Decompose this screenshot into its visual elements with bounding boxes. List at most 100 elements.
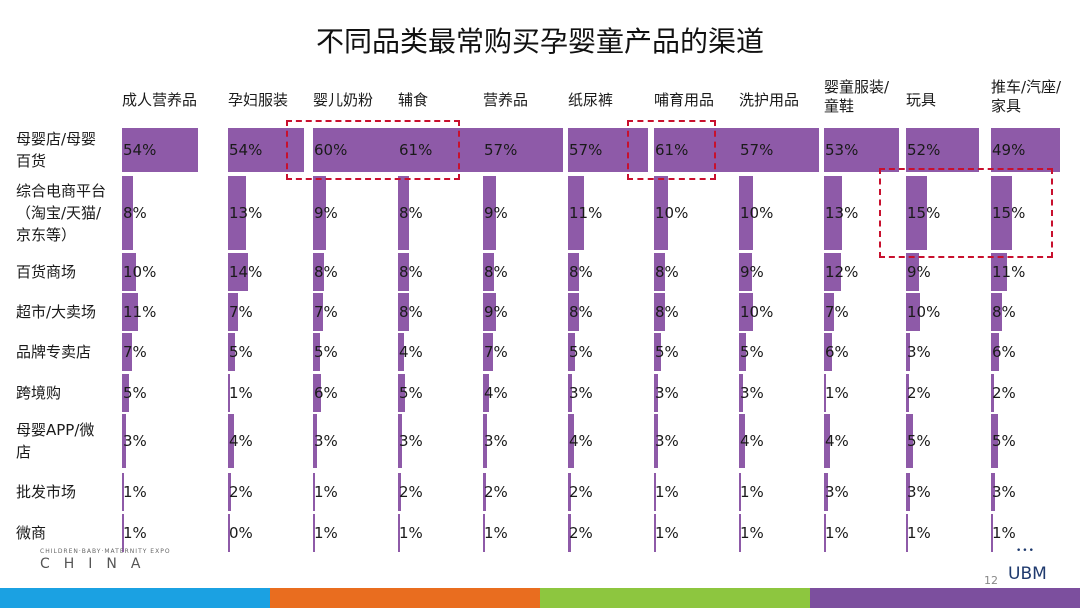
data-label: 1% xyxy=(655,524,679,542)
data-bar xyxy=(991,374,994,412)
data-bar xyxy=(483,414,488,468)
data-bar xyxy=(906,414,914,468)
data-bar xyxy=(654,253,666,291)
data-bar xyxy=(313,473,315,511)
row-header-line: 母婴APP/微 xyxy=(16,421,95,439)
data-label: 5% xyxy=(907,432,931,450)
data-bar xyxy=(483,128,564,172)
data-label: 7% xyxy=(314,303,338,321)
data-bar xyxy=(228,128,305,172)
footer-band-purple xyxy=(810,588,1080,608)
row-header: 综合电商平台 （淘宝/天猫/京东等） xyxy=(16,180,106,246)
row-header-line: 超市/大卖场 xyxy=(16,303,97,321)
data-bar xyxy=(483,374,489,412)
column-header-line: 哺育用品 xyxy=(654,91,715,109)
data-bar xyxy=(398,293,410,331)
column-header: 辅食 xyxy=(398,91,428,110)
row-header-line: 跨境购 xyxy=(16,384,62,402)
data-bar xyxy=(568,176,584,250)
data-bar xyxy=(906,293,921,331)
data-bar xyxy=(122,253,137,291)
data-label: 57% xyxy=(740,141,774,159)
page-number: 12 xyxy=(984,574,998,587)
expo-logo-subtitle: CHILDREN·BABY·MATERNITY EXPO xyxy=(40,548,171,555)
row-header-line: 综合电商平台 xyxy=(16,182,107,200)
data-label: 3% xyxy=(907,483,931,501)
data-bar xyxy=(568,128,649,172)
data-bar xyxy=(991,253,1007,291)
data-label: 8% xyxy=(123,204,147,222)
data-bar xyxy=(228,293,238,331)
data-label: 12% xyxy=(825,263,859,281)
data-bar xyxy=(824,293,834,331)
data-bar xyxy=(739,293,754,331)
data-label: 57% xyxy=(484,141,518,159)
data-bar xyxy=(122,414,127,468)
data-label: 8% xyxy=(992,303,1016,321)
data-label: 54% xyxy=(229,141,263,159)
data-label: 15% xyxy=(907,204,941,222)
data-label: 2% xyxy=(569,524,593,542)
data-label: 8% xyxy=(399,303,423,321)
data-label: 11% xyxy=(123,303,157,321)
row-header: 跨境购 xyxy=(16,382,61,404)
data-bar xyxy=(991,333,1000,371)
data-bar xyxy=(906,374,909,412)
data-label: 5% xyxy=(740,343,764,361)
data-bar xyxy=(398,414,403,468)
data-bar xyxy=(313,176,326,250)
data-bar xyxy=(991,293,1003,331)
column-header-line: 婴儿奶粉 xyxy=(313,91,374,109)
column-header-line: 营养品 xyxy=(483,91,529,109)
footer-color-band xyxy=(0,588,1080,608)
data-label: 8% xyxy=(399,263,423,281)
data-bar xyxy=(654,176,669,250)
column-header: 婴儿奶粉 xyxy=(313,91,373,110)
data-label: 7% xyxy=(484,343,508,361)
data-label: 3% xyxy=(569,384,593,402)
data-bar xyxy=(824,253,841,291)
data-bar xyxy=(313,128,398,172)
data-label: 3% xyxy=(655,432,679,450)
data-label: 3% xyxy=(740,384,764,402)
data-bar xyxy=(483,333,493,371)
data-label: 4% xyxy=(825,432,849,450)
data-bar xyxy=(568,374,573,412)
data-bar xyxy=(313,514,315,552)
data-bar xyxy=(122,293,138,331)
data-bar xyxy=(991,176,1013,250)
highlight-box xyxy=(627,120,716,180)
data-label: 1% xyxy=(314,483,338,501)
data-label: 2% xyxy=(484,483,508,501)
footer-band-orange xyxy=(270,588,540,608)
data-bar xyxy=(906,333,911,371)
data-bar xyxy=(313,293,323,331)
data-label: 61% xyxy=(399,141,433,159)
column-header-line: 洗护用品 xyxy=(739,91,800,109)
row-header: 批发市场 xyxy=(16,481,76,503)
data-bar xyxy=(906,253,919,291)
data-label: 6% xyxy=(992,343,1016,361)
data-label: 15% xyxy=(992,204,1026,222)
data-label: 4% xyxy=(740,432,764,450)
data-bar xyxy=(654,473,656,511)
data-bar xyxy=(568,333,576,371)
data-bar xyxy=(398,333,404,371)
data-label: 14% xyxy=(229,263,263,281)
row-header-line: 母婴店/母婴 xyxy=(16,130,97,148)
row-header: 母婴APP/微店 xyxy=(16,419,94,463)
data-bar xyxy=(398,374,406,412)
data-bar xyxy=(228,473,231,511)
row-header: 母婴店/母婴 百货 xyxy=(16,128,96,172)
column-header-line: 辅食 xyxy=(398,91,429,109)
data-label: 49% xyxy=(992,141,1026,159)
data-label: 10% xyxy=(907,303,941,321)
data-bar xyxy=(739,333,747,371)
data-label: 1% xyxy=(229,384,253,402)
footer-band-blue xyxy=(0,588,270,608)
data-label: 61% xyxy=(655,141,689,159)
data-bar xyxy=(122,128,199,172)
highlight-box xyxy=(879,168,1053,258)
data-bar xyxy=(654,128,740,172)
column-header-line: 玩具 xyxy=(906,91,937,109)
